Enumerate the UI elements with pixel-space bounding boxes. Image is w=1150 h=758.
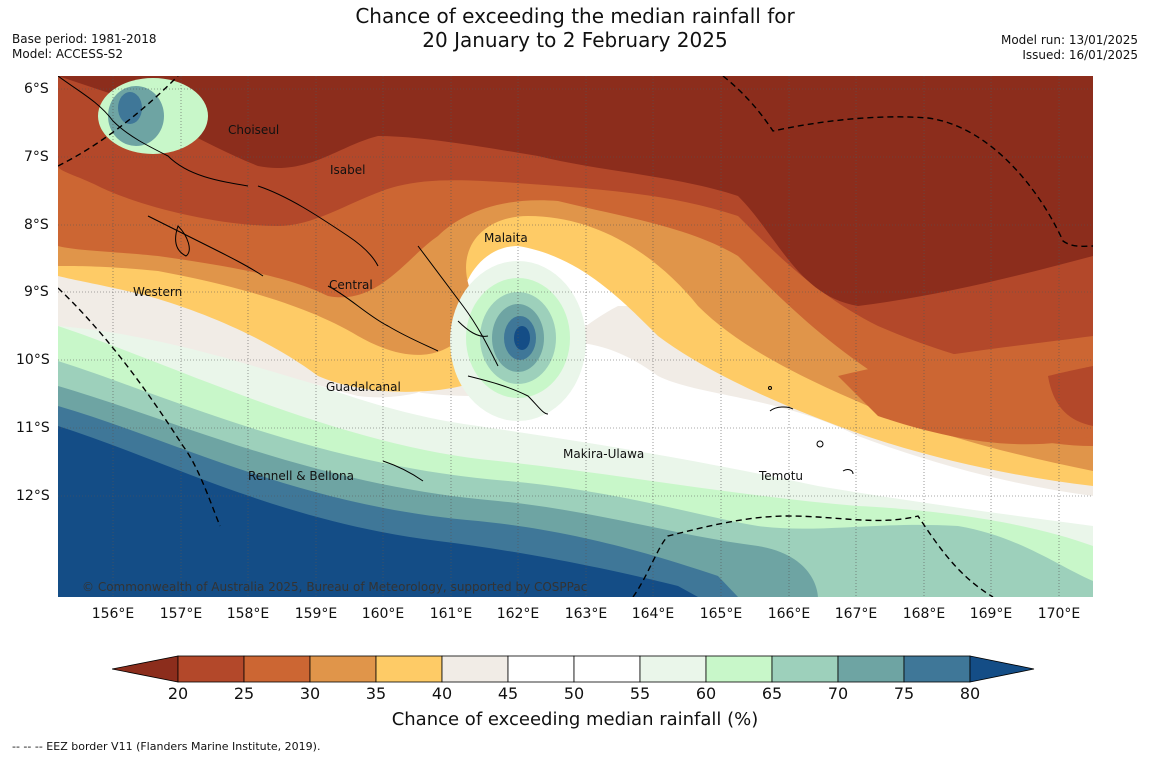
lon-label-159E: 159°E <box>294 606 338 622</box>
colorbar-tick-60: 60 <box>695 684 717 703</box>
lat-label-11S: 11°S <box>16 420 50 436</box>
lat-label-10S: 10°S <box>16 352 50 368</box>
colorbar-cell <box>375 655 443 683</box>
colorbar-tick-70: 70 <box>827 684 849 703</box>
colorbar-cell <box>639 655 707 683</box>
lat-label-8S: 8°S <box>24 217 49 233</box>
model-run-label: Model run: 13/01/2025 <box>1000 33 1138 47</box>
lon-label-157E: 157°E <box>159 606 203 622</box>
colorbar-cell <box>705 655 773 683</box>
colorbar-cell <box>903 655 971 683</box>
lat-label-12S: 12°S <box>16 488 50 504</box>
colorbar-extend-high <box>969 655 1035 683</box>
region-label-guadalcanal: Guadalcanal <box>326 380 401 394</box>
region-label-isabel: Isabel <box>330 163 365 177</box>
lon-label-160E: 160°E <box>361 606 405 622</box>
brown-lobe-east <box>1048 366 1093 426</box>
colorbar-tick-25: 25 <box>233 684 255 703</box>
map-title-line2: 20 January to 2 February 2025 <box>422 28 728 52</box>
base-period-label: Base period: 1981-2018 <box>12 32 157 46</box>
lon-label-156E: 156°E <box>91 606 135 622</box>
colorbar-cell <box>441 655 509 683</box>
region-label-choiseul: Choiseul <box>228 123 279 137</box>
colorbar-tick-50: 50 <box>563 684 585 703</box>
lon-label-161E: 161°E <box>429 606 473 622</box>
colorbar-extend-low <box>112 655 179 683</box>
lon-label-170E: 170°E <box>1037 606 1081 622</box>
colorbar-tick-40: 40 <box>431 684 453 703</box>
band-above-80 <box>58 426 698 597</box>
blue-pocket-north-core <box>118 92 142 124</box>
colorbar <box>112 655 1035 683</box>
colorbar-cell <box>771 655 839 683</box>
colorbar-cell <box>507 655 575 683</box>
colorbar-cell <box>573 655 641 683</box>
colorbar-tick-75: 75 <box>893 684 915 703</box>
colorbar-tick-80: 80 <box>959 684 981 703</box>
lat-label-6S: 6°S <box>24 81 49 97</box>
map-title-line1: Chance of exceeding the median rainfall … <box>355 4 795 28</box>
colorbar-tick-35: 35 <box>365 684 387 703</box>
lat-label-9S: 9°S <box>24 284 49 300</box>
rainfall-map: Choiseul Isabel Malaita Western Central … <box>58 76 1093 597</box>
region-label-rennell-bellona: Rennell & Bellona <box>248 469 354 483</box>
region-label-malaita: Malaita <box>484 231 528 245</box>
region-label-central: Central <box>329 278 373 292</box>
band-below-20 <box>58 76 1093 306</box>
orange-lobe-east <box>838 336 1093 445</box>
colorbar-tick-65: 65 <box>761 684 783 703</box>
region-label-makira-ulawa: Makira-Ulawa <box>563 447 644 461</box>
model-label: Model: ACCESS-S2 <box>12 47 124 61</box>
lon-label-164E: 164°E <box>631 606 675 622</box>
lon-label-168E: 168°E <box>902 606 946 622</box>
issued-label: Issued: 16/01/2025 <box>1022 48 1138 62</box>
lon-label-167E: 167°E <box>834 606 878 622</box>
region-label-western: Western <box>133 285 182 299</box>
blue-pocket-central-core <box>514 326 530 350</box>
lon-label-166E: 166°E <box>767 606 811 622</box>
colorbar-cell <box>837 655 905 683</box>
lon-label-158E: 158°E <box>226 606 270 622</box>
lon-label-163E: 163°E <box>564 606 608 622</box>
colorbar-title: Chance of exceeding median rainfall (%) <box>391 709 759 730</box>
colorbar-cell <box>177 655 245 683</box>
colorbar-cell <box>243 655 311 683</box>
lat-label-7S: 7°S <box>24 149 49 165</box>
eez-footnote: -- -- -- EEZ border V11 (Flanders Marine… <box>12 740 321 753</box>
colorbar-tick-20: 20 <box>167 684 189 703</box>
lon-label-165E: 165°E <box>699 606 743 622</box>
colorbar-tick-45: 45 <box>497 684 519 703</box>
eez-border <box>58 76 1093 597</box>
colorbar-cell <box>309 655 377 683</box>
colorbar-tick-55: 55 <box>629 684 651 703</box>
lon-label-162E: 162°E <box>496 606 540 622</box>
region-label-temotu: Temotu <box>758 469 803 483</box>
lon-label-169E: 169°E <box>969 606 1013 622</box>
solomon-islands-coastline <box>58 76 854 482</box>
colorbar-tick-30: 30 <box>299 684 321 703</box>
map-copyright: © Commonwealth of Australia 2025, Bureau… <box>82 580 587 594</box>
